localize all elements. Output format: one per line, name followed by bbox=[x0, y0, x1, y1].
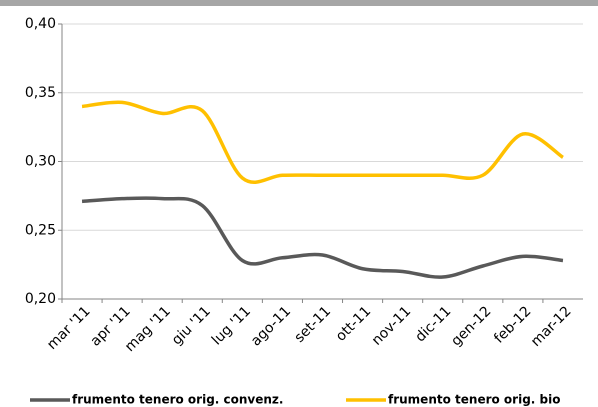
x-tick-label: ott-11 bbox=[333, 303, 374, 344]
y-tick-label: 0,25 bbox=[25, 222, 56, 238]
header-strip bbox=[0, 0, 598, 6]
x-tick-label: nov-11 bbox=[369, 303, 414, 348]
y-tick-label: 0,30 bbox=[25, 154, 56, 170]
series-line bbox=[81, 196, 564, 279]
x-tick-label: feb-12 bbox=[491, 303, 534, 346]
x-tick-label: mar-12 bbox=[528, 303, 575, 350]
legend-label: frumento tenero orig. convenz. bbox=[72, 393, 283, 407]
legend-label: frumento tenero orig. bio bbox=[388, 393, 560, 407]
y-tick-label: 0,20 bbox=[25, 291, 56, 307]
x-tick-label: lug '11 bbox=[209, 303, 254, 348]
x-tick-label: giu '11 bbox=[169, 303, 214, 348]
x-tick-label: mar '11 bbox=[44, 303, 94, 353]
x-tick-label: gen-12 bbox=[448, 303, 494, 349]
x-tick-label: set-11 bbox=[292, 303, 335, 346]
series-line bbox=[81, 100, 564, 184]
y-tick-label: 0,40 bbox=[25, 16, 56, 32]
x-tick-label: ago-11 bbox=[248, 303, 294, 349]
y-tick-label: 0,35 bbox=[25, 85, 56, 101]
